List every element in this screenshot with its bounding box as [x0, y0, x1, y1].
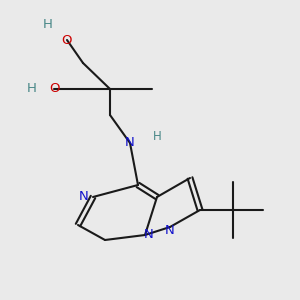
- Text: N: N: [165, 224, 175, 236]
- Text: N: N: [144, 229, 154, 242]
- Text: H: H: [153, 130, 161, 143]
- Text: N: N: [78, 190, 88, 203]
- Text: N: N: [125, 136, 135, 149]
- Text: H: H: [43, 17, 53, 31]
- Text: H: H: [27, 82, 37, 95]
- Text: O: O: [62, 34, 72, 46]
- Text: O: O: [49, 82, 59, 95]
